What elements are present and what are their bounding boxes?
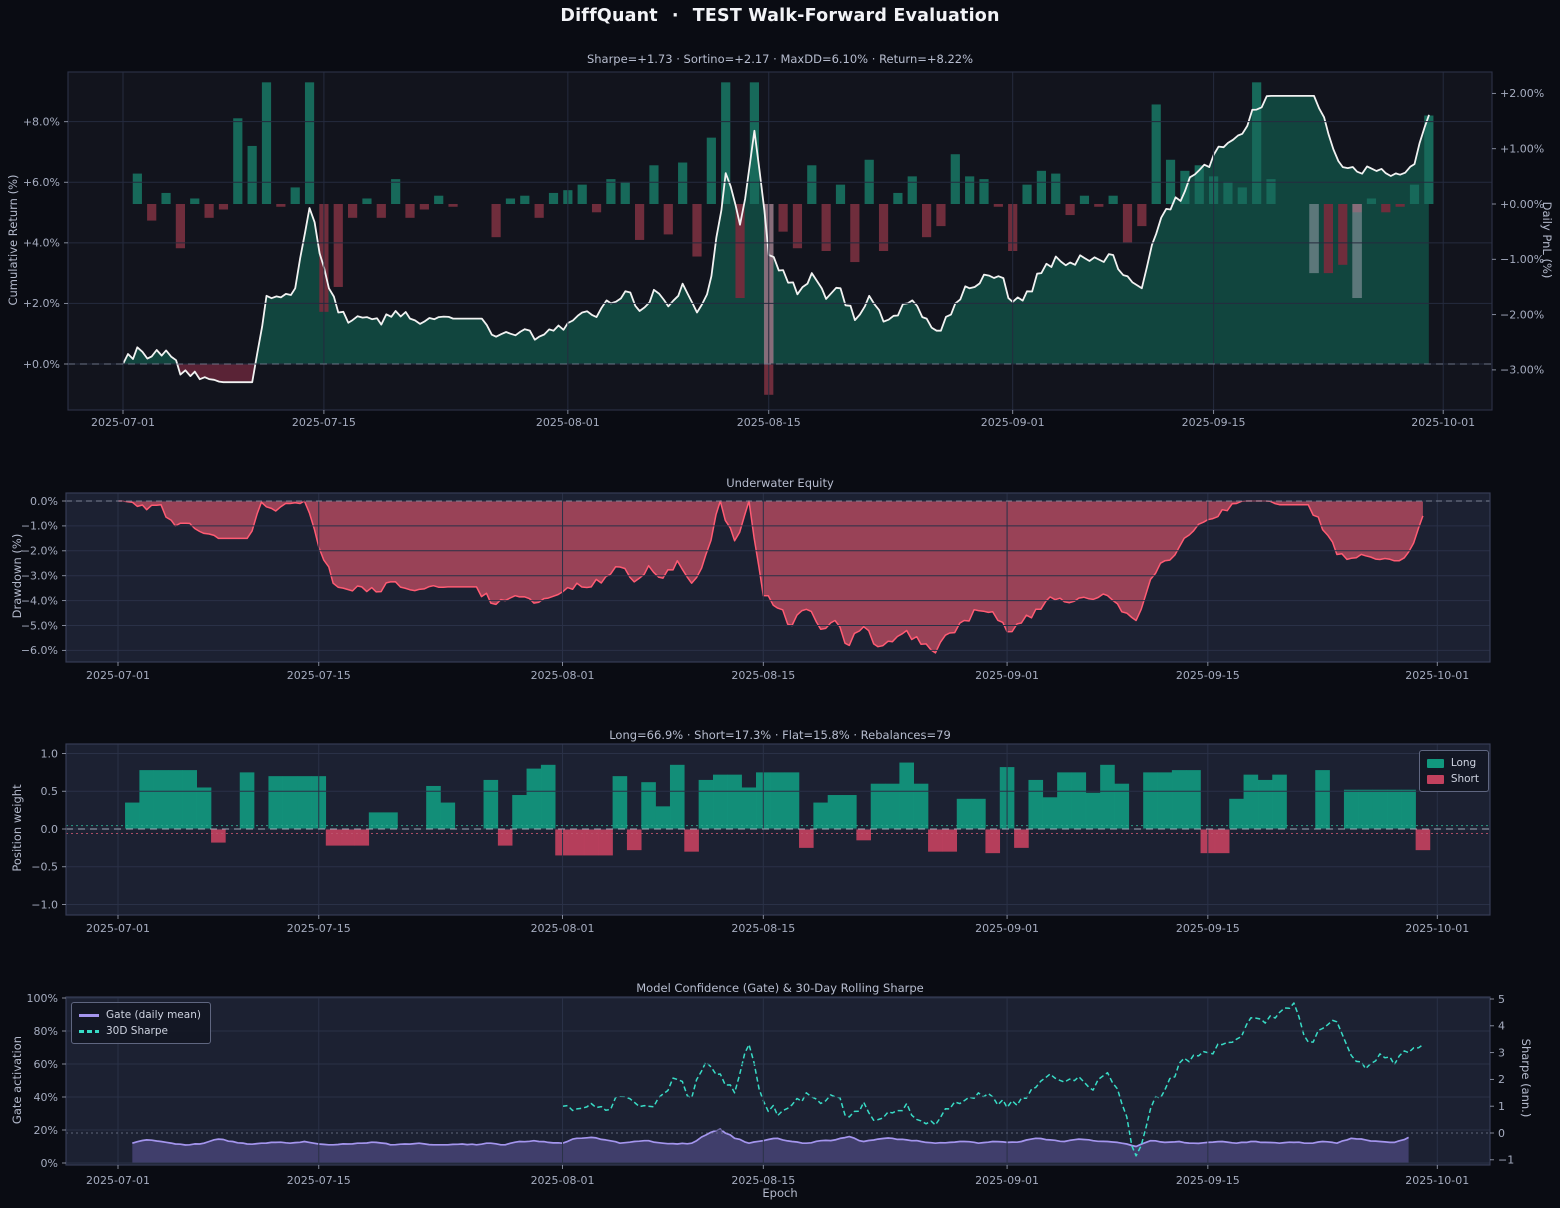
svg-text:−4.0%: −4.0%: [21, 594, 58, 607]
underwater-chart-title: Underwater Equity: [726, 476, 834, 490]
svg-text:0: 0: [1498, 1127, 1505, 1140]
svg-text:−1.0: −1.0: [31, 898, 58, 911]
svg-text:100%: 100%: [27, 992, 58, 1005]
svg-text:40%: 40%: [34, 1091, 58, 1104]
svg-text:2025-09-15: 2025-09-15: [1182, 416, 1246, 429]
svg-text:−5.0%: −5.0%: [21, 619, 58, 632]
legend-sharpe-label: 30D Sharpe: [106, 1025, 168, 1037]
svg-text:2025-08-01: 2025-08-01: [531, 922, 595, 935]
svg-text:5: 5: [1498, 993, 1505, 1006]
gate-legend: Gate (daily mean) 30D Sharpe: [71, 1002, 211, 1044]
svg-text:2025-07-01: 2025-07-01: [86, 669, 150, 682]
svg-text:−3.0%: −3.0%: [21, 570, 58, 583]
svg-text:+0.0%: +0.0%: [23, 358, 60, 371]
legend-gate-label: Gate (daily mean): [106, 1009, 201, 1021]
page-title: DiffQuant · TEST Walk-Forward Evaluation: [0, 6, 1560, 26]
svg-text:1: 1: [1498, 1100, 1505, 1113]
title-text: TEST Walk-Forward Evaluation: [692, 6, 1000, 26]
svg-text:2025-08-01: 2025-08-01: [536, 416, 600, 429]
svg-text:−6.0%: −6.0%: [21, 644, 58, 657]
svg-text:2025-10-01: 2025-10-01: [1411, 416, 1475, 429]
svg-text:2025-07-15: 2025-07-15: [287, 1174, 351, 1187]
svg-text:2025-08-01: 2025-08-01: [531, 1174, 595, 1187]
svg-text:0.5: 0.5: [41, 785, 59, 798]
svg-text:2025-08-15: 2025-08-15: [731, 922, 795, 935]
svg-text:−2.00%: −2.00%: [1500, 308, 1544, 321]
brand-text: DiffQuant: [560, 6, 658, 26]
svg-text:80%: 80%: [34, 1025, 58, 1038]
svg-text:+6.0%: +6.0%: [23, 176, 60, 189]
legend-row-long: Long: [1426, 756, 1479, 770]
weights-legend: Long Short: [1418, 750, 1489, 792]
svg-text:2025-07-01: 2025-07-01: [91, 416, 155, 429]
svg-text:2025-10-01: 2025-10-01: [1405, 922, 1469, 935]
title-separator: ·: [671, 6, 679, 26]
axis-label-epoch: Epoch: [762, 1186, 798, 1200]
svg-text:2025-09-15: 2025-09-15: [1176, 922, 1240, 935]
svg-text:2025-09-15: 2025-09-15: [1176, 1174, 1240, 1187]
svg-text:2025-07-15: 2025-07-15: [287, 922, 351, 935]
svg-text:2025-07-01: 2025-07-01: [86, 922, 150, 935]
svg-text:2025-09-15: 2025-09-15: [1176, 669, 1240, 682]
svg-text:−2.0%: −2.0%: [21, 545, 58, 558]
svg-text:2025-08-15: 2025-08-15: [731, 1174, 795, 1187]
svg-text:+4.0%: +4.0%: [23, 237, 60, 250]
gate-line-swatch-icon: [79, 1013, 99, 1017]
svg-text:−1: −1: [1498, 1154, 1514, 1167]
legend-row-short: Short: [1426, 772, 1479, 786]
legend-short-label: Short: [1450, 773, 1479, 785]
svg-text:−1.0%: −1.0%: [21, 520, 58, 533]
short-swatch-icon: [1426, 774, 1444, 784]
svg-text:+2.00%: +2.00%: [1500, 87, 1544, 100]
svg-text:0%: 0%: [41, 1157, 58, 1170]
gate-chart-title: Model Confidence (Gate) & 30-Day Rolling…: [636, 981, 924, 995]
svg-text:0.0: 0.0: [41, 823, 59, 836]
weights-chart-title: Long=66.9% · Short=17.3% · Flat=15.8% · …: [609, 728, 951, 742]
svg-text:2025-10-01: 2025-10-01: [1405, 1174, 1469, 1187]
svg-text:2025-10-01: 2025-10-01: [1405, 669, 1469, 682]
svg-text:60%: 60%: [34, 1058, 58, 1071]
svg-text:+1.00%: +1.00%: [1500, 143, 1544, 156]
svg-text:2025-09-01: 2025-09-01: [975, 1174, 1039, 1187]
svg-text:2025-09-01: 2025-09-01: [975, 922, 1039, 935]
equity-chart-metrics-title: Sharpe=+1.73 · Sortino=+2.17 · MaxDD=6.1…: [586, 52, 974, 66]
svg-text:2: 2: [1498, 1073, 1505, 1086]
svg-text:2025-08-15: 2025-08-15: [737, 416, 801, 429]
legend-row-sharpe: 30D Sharpe: [79, 1024, 201, 1038]
svg-text:−1.00%: −1.00%: [1500, 253, 1544, 266]
svg-text:1.0: 1.0: [41, 747, 59, 760]
sharpe-line-swatch-icon: [79, 1029, 99, 1033]
svg-text:2025-07-15: 2025-07-15: [292, 416, 356, 429]
svg-text:3: 3: [1498, 1046, 1505, 1059]
svg-text:−0.5: −0.5: [31, 861, 58, 874]
svg-text:2025-08-15: 2025-08-15: [731, 669, 795, 682]
svg-text:4: 4: [1498, 1020, 1505, 1033]
legend-long-label: Long: [1450, 757, 1477, 769]
svg-text:−3.00%: −3.00%: [1500, 364, 1544, 377]
svg-text:2025-07-15: 2025-07-15: [287, 669, 351, 682]
long-swatch-icon: [1426, 758, 1444, 768]
svg-text:2025-09-01: 2025-09-01: [981, 416, 1045, 429]
legend-row-gate: Gate (daily mean): [79, 1008, 201, 1022]
svg-text:+2.0%: +2.0%: [23, 297, 60, 310]
svg-text:20%: 20%: [34, 1124, 58, 1137]
svg-text:0.0%: 0.0%: [30, 495, 58, 508]
svg-text:2025-07-01: 2025-07-01: [86, 1174, 150, 1187]
svg-text:+0.00%: +0.00%: [1500, 198, 1544, 211]
svg-text:2025-08-01: 2025-08-01: [531, 669, 595, 682]
svg-text:2025-09-01: 2025-09-01: [975, 669, 1039, 682]
svg-text:+8.0%: +8.0%: [23, 115, 60, 128]
